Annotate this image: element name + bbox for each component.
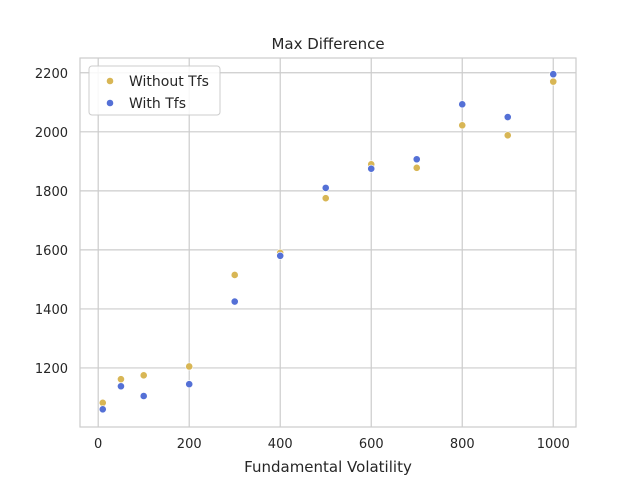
point-series-0 [503, 131, 512, 140]
point-series-0 [230, 271, 239, 279]
x-tick-label: 0 [94, 437, 102, 452]
chart-title: Max Difference [271, 35, 384, 53]
x-axis-label: Fundamental Volatility [244, 458, 412, 476]
y-tick-label: 2000 [35, 126, 68, 141]
point-series-1 [321, 183, 330, 192]
point-series-0 [117, 375, 125, 384]
point-series-1 [367, 164, 376, 173]
x-tick-label: 400 [268, 437, 293, 452]
y-tick-label: 1400 [35, 303, 68, 318]
y-tick-label: 1800 [35, 185, 68, 200]
x-tick-label: 800 [450, 437, 475, 452]
y-tick-label: 1600 [35, 244, 68, 259]
point-series-1 [98, 405, 107, 414]
point-series-0 [549, 77, 558, 86]
legend-label: Without Tfs [129, 74, 209, 90]
x-tick-label: 600 [359, 437, 384, 452]
y-tick-label: 1200 [35, 362, 68, 377]
point-series-1 [185, 380, 194, 389]
legend: Without Tfs With Tfs [88, 65, 221, 116]
point-series-0 [458, 121, 467, 130]
point-series-0 [412, 163, 421, 172]
x-tick-label: 200 [177, 437, 202, 452]
tick-labels: 0 200 400 600 800 1000 1200 1400 1600 1800 2000 220… [35, 67, 570, 452]
point-series-1 [412, 155, 421, 164]
legend-box [88, 65, 221, 116]
point-series-1 [458, 100, 467, 109]
point-series-1 [117, 382, 125, 391]
point-series-0 [139, 371, 148, 380]
point-series-0 [321, 194, 330, 203]
x-tick-label: 1000 [537, 437, 570, 452]
y-tick-label: 2200 [35, 67, 68, 82]
point-series-1 [276, 251, 285, 260]
legend-marker [106, 99, 114, 107]
point-series-1 [549, 70, 558, 79]
legend-label: With Tfs [129, 96, 186, 112]
point-series-1 [503, 113, 512, 121]
plot-frame [79, 57, 577, 428]
point-series-1 [230, 297, 239, 306]
point-series-0 [98, 398, 107, 407]
data-points [98, 70, 558, 414]
point-series-0 [185, 362, 194, 371]
point-series-1 [139, 392, 148, 400]
legend-marker [106, 77, 114, 85]
